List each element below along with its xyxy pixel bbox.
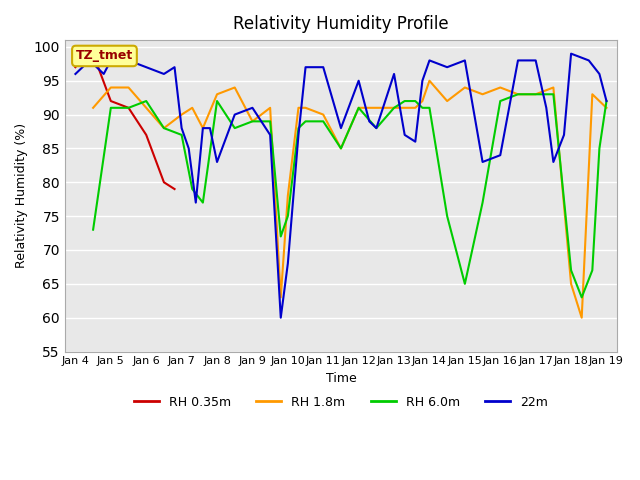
X-axis label: Time: Time xyxy=(326,372,356,385)
Title: Relativity Humidity Profile: Relativity Humidity Profile xyxy=(233,15,449,33)
Legend: RH 0.35m, RH 1.8m, RH 6.0m, 22m: RH 0.35m, RH 1.8m, RH 6.0m, 22m xyxy=(129,391,552,414)
Y-axis label: Relativity Humidity (%): Relativity Humidity (%) xyxy=(15,123,28,268)
Text: TZ_tmet: TZ_tmet xyxy=(76,49,133,62)
